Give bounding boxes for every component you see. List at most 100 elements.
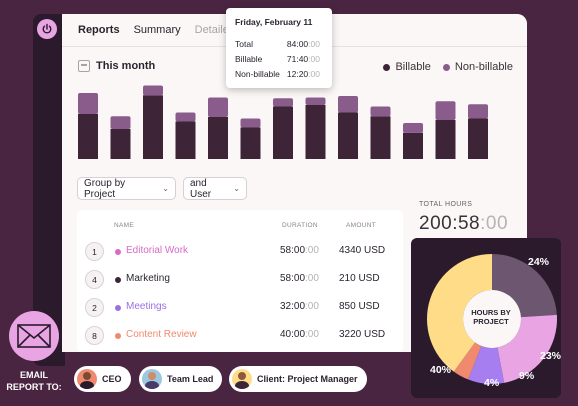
project-amount: 3220 USD — [339, 329, 386, 340]
bar-billable[interactable] — [435, 120, 456, 159]
bar-billable[interactable] — [273, 106, 293, 160]
tooltip-row-label: Non-billable — [235, 69, 280, 79]
bar-non-billable[interactable] — [370, 106, 391, 117]
project-duration: 58:00:00 — [280, 273, 319, 284]
recipient-chip-team-lead[interactable]: Team Lead — [139, 366, 223, 392]
legend-billable-dot — [383, 63, 391, 71]
bar-non-billable[interactable] — [273, 98, 293, 107]
bar-non-billable[interactable] — [110, 116, 131, 129]
tab-reports[interactable]: Reports — [78, 24, 120, 36]
row-rank: 8 — [85, 326, 104, 345]
tooltip-title: Friday, February 11 — [235, 17, 313, 27]
bar-billable[interactable] — [175, 121, 196, 160]
row-rank: 2 — [85, 298, 104, 317]
bar-non-billable[interactable] — [468, 104, 488, 119]
bar-billable[interactable] — [208, 117, 228, 159]
bar-non-billable[interactable] — [338, 96, 358, 113]
donut-slice[interactable] — [453, 342, 482, 380]
duration-seconds: :00 — [305, 273, 319, 284]
avatar — [232, 369, 252, 389]
total-hours-label: TOTAL HOURS — [419, 201, 473, 208]
duration-main: 40:00 — [280, 329, 306, 340]
column-header-name: NAME — [114, 222, 134, 229]
project-color-dot — [115, 333, 121, 339]
legend-non-billable: Non-billable — [442, 61, 513, 73]
bar-billable[interactable] — [240, 127, 261, 160]
avatar — [142, 369, 162, 389]
project-color-dot — [115, 277, 121, 283]
bar-billable[interactable] — [403, 132, 423, 159]
email-report-button[interactable] — [9, 311, 59, 361]
donut-slice[interactable] — [497, 314, 557, 383]
bar-billable[interactable] — [78, 114, 98, 159]
tooltip-value-seconds: :00 — [308, 54, 320, 64]
bar-non-billable[interactable] — [175, 112, 196, 122]
total-hours-seconds: :00 — [480, 213, 509, 234]
bar-non-billable[interactable] — [403, 123, 423, 133]
donut-label-9: 9% — [519, 370, 535, 382]
table-row[interactable]: 8 Content Review 40:00:00 3220 USD — [77, 322, 403, 350]
tooltip-row-value: 71:40:00 — [287, 54, 320, 64]
bar-billable[interactable] — [338, 112, 358, 160]
project-name: Content Review — [126, 329, 197, 340]
column-header-amount: AMOUNT — [346, 222, 376, 229]
recipient-chip-client[interactable]: Client: Project Manager — [229, 366, 367, 392]
tab-detailed[interactable]: Detailed — [194, 24, 235, 36]
duration-main: 32:00 — [280, 301, 306, 312]
bar-non-billable[interactable] — [240, 118, 261, 128]
bar-non-billable[interactable] — [143, 85, 163, 96]
bar-non-billable[interactable] — [305, 97, 326, 106]
bar-billable[interactable] — [370, 116, 391, 159]
chevron-down-icon: ⌄ — [162, 184, 169, 193]
tooltip-row-value: 84:00:00 — [287, 39, 320, 49]
project-amount: 210 USD — [339, 273, 380, 284]
power-icon — [42, 23, 52, 34]
tooltip-value-main: 12:20 — [286, 69, 309, 79]
bar-billable[interactable] — [143, 95, 163, 159]
recipient-chip-ceo[interactable]: CEO — [74, 366, 131, 392]
date-range-label: This month — [96, 60, 156, 72]
bar-billable[interactable] — [110, 129, 131, 159]
donut-label-23: 23% — [540, 350, 562, 362]
and-user-value: and User — [190, 177, 212, 200]
chevron-down-icon: ⌄ — [233, 184, 240, 193]
duration-main: 58:00 — [280, 273, 306, 284]
donut-slice[interactable] — [468, 345, 505, 384]
legend-billable-label: Billable — [395, 61, 431, 73]
power-button[interactable] — [37, 19, 57, 39]
tooltip-row-label: Total — [235, 39, 253, 49]
mail-icon — [17, 324, 51, 348]
donut-slice[interactable] — [427, 254, 492, 372]
table-row[interactable]: 4 Marketing 58:00:00 210 USD — [77, 266, 403, 294]
donut-label-40: 40% — [430, 364, 452, 376]
legend-non-billable-label: Non-billable — [454, 61, 513, 73]
project-name: Marketing — [126, 273, 170, 284]
duration-seconds: :00 — [305, 329, 319, 340]
table-row[interactable]: 1 Editorial Work 58:00:00 4340 USD — [77, 238, 403, 266]
email-report-label: EMAIL REPORT TO: — [6, 370, 62, 392]
bar-non-billable[interactable] — [78, 93, 98, 114]
project-table: NAME DURATION AMOUNT 1 Editorial Work 58… — [77, 210, 403, 352]
bar-billable[interactable] — [468, 118, 488, 160]
tooltip-row-value: 12:20:00 — [287, 69, 320, 79]
hours-by-project-card — [411, 238, 561, 398]
date-range-selector[interactable]: This month — [78, 60, 155, 72]
group-by-dropdown[interactable]: Group by Project ⌄ — [77, 177, 176, 200]
bar-tooltip: Friday, February 11 Total 84:00:00 Billa… — [226, 8, 332, 88]
duration-seconds: :00 — [305, 301, 319, 312]
bar-non-billable[interactable] — [435, 101, 456, 120]
and-user-dropdown[interactable]: and User ⌄ — [183, 177, 247, 200]
project-name: Editorial Work — [126, 245, 189, 256]
row-rank: 4 — [85, 270, 104, 289]
donut-chart — [427, 254, 557, 384]
left-rail — [33, 14, 65, 366]
total-hours-value: 200:58:00 — [419, 213, 508, 235]
bar-non-billable[interactable] — [208, 97, 228, 118]
tooltip-row-billable: Billable 71:40:00 — [235, 54, 320, 64]
bar-billable[interactable] — [305, 105, 326, 159]
table-row[interactable]: 2 Meetings 32:00:00 850 USD — [77, 294, 403, 322]
donut-slice[interactable] — [492, 254, 557, 318]
tab-summary[interactable]: Summary — [133, 24, 181, 36]
total-hours-main: 200:58 — [419, 213, 481, 234]
legend-non-billable-dot — [442, 63, 450, 71]
